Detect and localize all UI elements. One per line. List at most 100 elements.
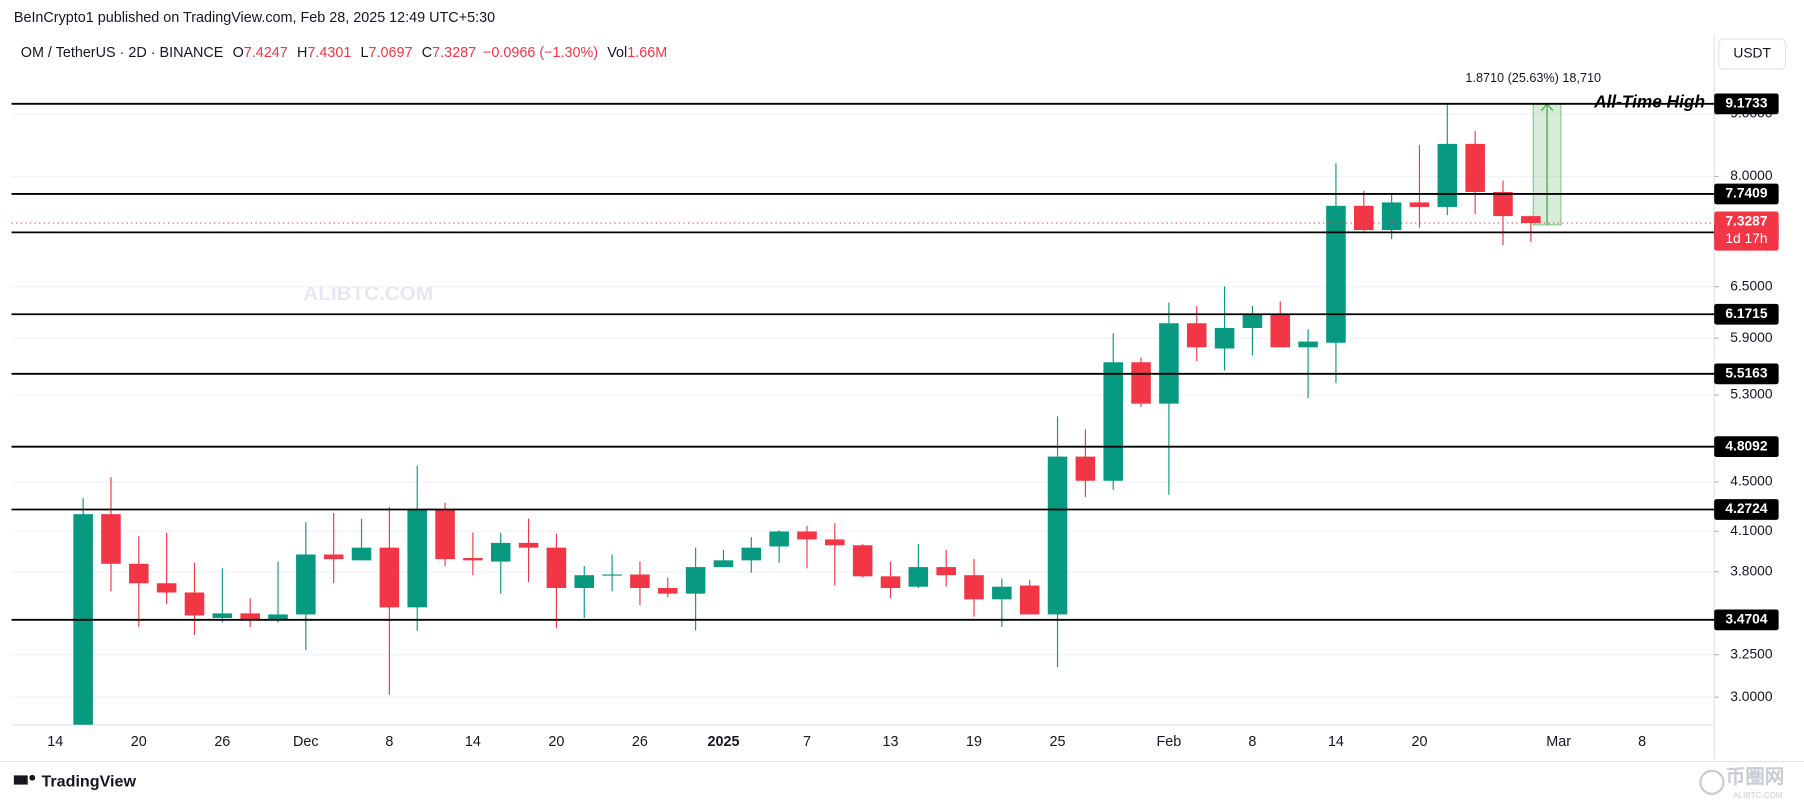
x-tick-label: 14 bbox=[465, 734, 481, 750]
candle-body bbox=[825, 539, 845, 546]
candle-body bbox=[379, 547, 400, 608]
candle-body bbox=[546, 547, 567, 588]
level-label: 7.7409 bbox=[1725, 186, 1768, 201]
x-tick-label: 19 bbox=[966, 734, 982, 750]
candle-body bbox=[463, 558, 483, 561]
x-tick-label: 26 bbox=[632, 734, 648, 750]
volume-value: 1.66M bbox=[627, 45, 667, 61]
x-tick-label: 25 bbox=[1050, 734, 1066, 750]
symbol-legend: OM / TetherUS · 2D · BINANCE O7.4247 H7.43… bbox=[21, 45, 667, 61]
candle-body bbox=[908, 567, 929, 587]
level-label-box bbox=[1714, 363, 1779, 385]
ohlc-letter: C bbox=[422, 45, 432, 61]
x-tick-label: Mar bbox=[1546, 734, 1571, 750]
x-tick-label: 7 bbox=[803, 734, 811, 750]
candle-body bbox=[184, 592, 205, 616]
ohlc-value: 7.3287 bbox=[432, 45, 476, 61]
candle-body bbox=[240, 613, 260, 619]
current-price-box bbox=[1714, 211, 1779, 251]
candle-body bbox=[518, 542, 539, 548]
level-label: 6.1715 bbox=[1725, 306, 1768, 321]
candle-body bbox=[1270, 314, 1291, 348]
countdown-label: 1d 17h bbox=[1725, 231, 1767, 246]
level-label-box bbox=[1714, 183, 1779, 205]
candle-body bbox=[1493, 191, 1513, 217]
candle-body bbox=[101, 514, 121, 564]
candle-body bbox=[156, 583, 177, 593]
candle-body bbox=[1326, 205, 1346, 343]
y-tick-label: 8.0000 bbox=[1730, 168, 1773, 183]
ohlc-value: 7.4247 bbox=[244, 45, 288, 61]
level-label: 9.1733 bbox=[1725, 95, 1768, 110]
x-tick-label: 8 bbox=[1248, 734, 1256, 750]
x-tick-label: 20 bbox=[1411, 734, 1427, 750]
candle-body bbox=[1354, 205, 1374, 231]
plot-area bbox=[73, 102, 1562, 725]
candle-body bbox=[880, 576, 901, 588]
candle-body bbox=[574, 575, 595, 588]
footer-brand: TradingView bbox=[41, 773, 136, 791]
y-tick-label: 3.0000 bbox=[1730, 689, 1773, 704]
ohlc-value: 7.0697 bbox=[369, 45, 413, 61]
candle-body bbox=[1298, 341, 1318, 348]
level-label-box bbox=[1714, 609, 1779, 631]
level-label-box bbox=[1714, 436, 1779, 458]
corner-site: ALIBTC.COM bbox=[1733, 791, 1782, 800]
footer-logo bbox=[13, 774, 36, 785]
candle-body bbox=[741, 547, 762, 561]
candle-body bbox=[769, 531, 789, 547]
current-price-label: 7.3287 bbox=[1725, 214, 1768, 229]
ohlc-letter: L bbox=[361, 45, 369, 61]
candle-body bbox=[323, 554, 344, 560]
candle-body bbox=[630, 574, 650, 588]
x-tick-label: 20 bbox=[131, 734, 147, 750]
x-tick-label: 14 bbox=[1328, 734, 1344, 750]
ohlc-letter: H bbox=[297, 45, 307, 61]
level-label: 5.5163 bbox=[1725, 365, 1768, 380]
candle-body bbox=[1186, 323, 1207, 348]
symbol: OM / TetherUS · 2D · BINANCE bbox=[21, 45, 224, 61]
y-tick-label: 4.5000 bbox=[1730, 474, 1773, 489]
x-tick-label: 26 bbox=[214, 734, 230, 750]
candle-body bbox=[1075, 456, 1096, 481]
level-label: 4.2724 bbox=[1725, 501, 1768, 516]
candle-body bbox=[1465, 143, 1485, 192]
volume-letter: Vol bbox=[607, 45, 627, 61]
x-tick-label: 8 bbox=[385, 734, 393, 750]
level-label-box bbox=[1714, 499, 1779, 520]
candle-body bbox=[797, 531, 817, 540]
candle-body bbox=[992, 586, 1012, 600]
candle-body bbox=[435, 509, 455, 560]
candle-body bbox=[964, 575, 984, 600]
x-tick-label: 2025 bbox=[707, 734, 739, 750]
candle-body bbox=[1242, 314, 1263, 328]
y-tick-label: 5.3000 bbox=[1730, 387, 1773, 402]
candle-body bbox=[1521, 216, 1541, 224]
watermark: ALIBTC.COM bbox=[303, 282, 433, 305]
ohlc-letter: O bbox=[233, 45, 244, 61]
corner-logo-icon bbox=[1699, 769, 1725, 795]
candle-body bbox=[936, 567, 956, 576]
x-tick-label: Feb bbox=[1157, 734, 1182, 750]
candle-body bbox=[852, 545, 873, 577]
level-label-box bbox=[1714, 93, 1779, 115]
x-tick-label: 14 bbox=[47, 734, 63, 750]
candle-body bbox=[407, 509, 427, 608]
x-tick-label: 20 bbox=[548, 734, 564, 750]
candle-body bbox=[1409, 202, 1430, 207]
currency-label[interactable]: USDT bbox=[1733, 46, 1771, 61]
candle-body bbox=[296, 554, 316, 615]
corner-logo: 币圈网 bbox=[1726, 766, 1785, 788]
candle-body bbox=[268, 614, 288, 619]
level-label-box bbox=[1714, 303, 1779, 325]
level-label: 3.4704 bbox=[1725, 611, 1768, 626]
candle-body bbox=[129, 563, 149, 584]
ohlc-value: 7.4301 bbox=[307, 45, 351, 61]
currency-button[interactable] bbox=[1718, 38, 1787, 70]
candle-body bbox=[1103, 362, 1123, 481]
candle-body bbox=[1159, 323, 1179, 404]
candle-body bbox=[713, 560, 734, 568]
